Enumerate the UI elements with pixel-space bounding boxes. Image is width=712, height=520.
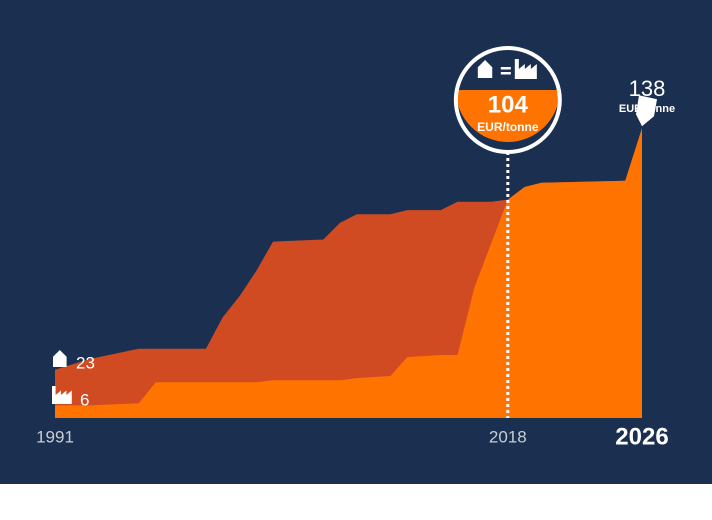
value-label: 6 xyxy=(80,390,89,409)
end-unit: EUR/tonne xyxy=(619,103,675,115)
value-label: 23 xyxy=(76,353,95,372)
equals-sign xyxy=(500,67,511,70)
x-tick-label: 2018 xyxy=(489,427,527,446)
house-icon xyxy=(477,60,493,78)
callout-value: 104 xyxy=(488,91,529,118)
area xyxy=(55,128,642,418)
end-value: 138 xyxy=(629,76,666,101)
callout-lower xyxy=(455,90,560,142)
equals-sign xyxy=(500,72,511,75)
factory-icon xyxy=(52,386,72,404)
x-tick-label: 2026 xyxy=(615,423,668,450)
callout-unit: EUR/tonne xyxy=(477,120,539,134)
house-icon xyxy=(53,350,67,367)
x-tick-label: 1991 xyxy=(36,427,74,446)
factory-icon xyxy=(514,59,537,79)
callout-border xyxy=(453,46,562,154)
end-pointer xyxy=(636,95,657,127)
